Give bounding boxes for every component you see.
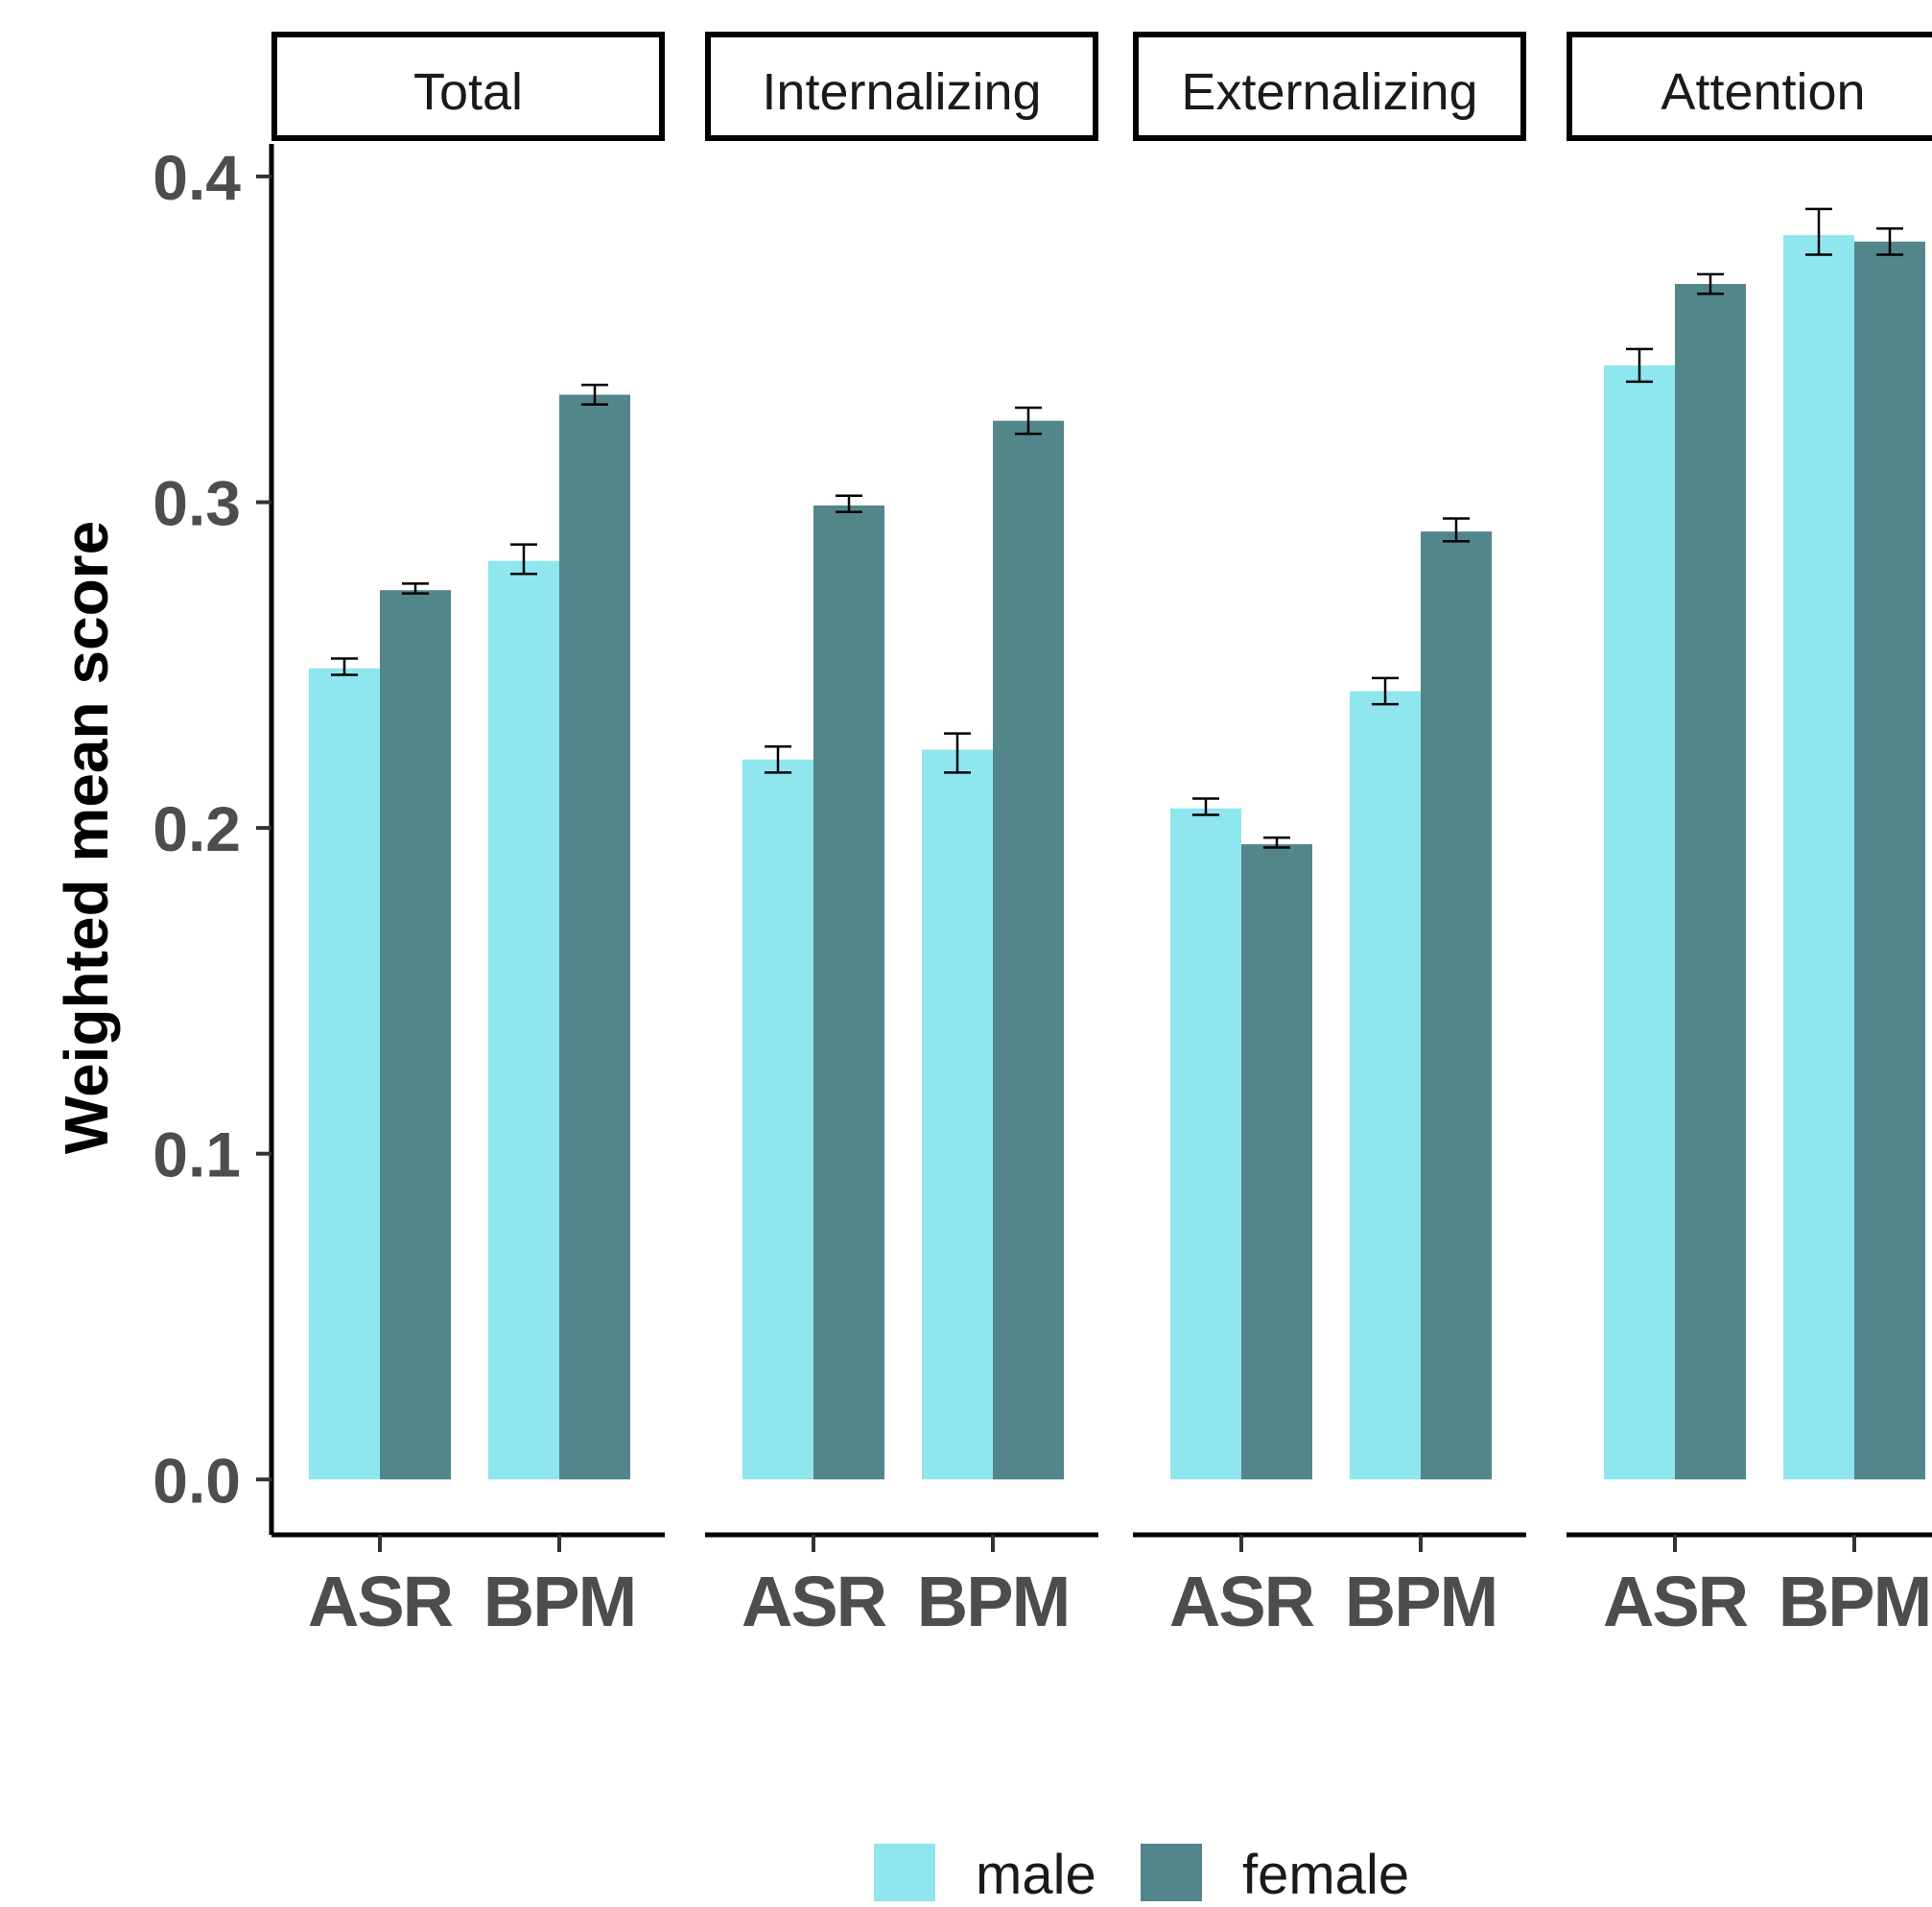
x-tick-label: ASR [742,1562,886,1641]
bar-male [1170,808,1241,1480]
legend-label-female: female [1242,1844,1409,1902]
bar-male [742,759,813,1480]
legend-key-male [874,1844,935,1901]
bar-male [1604,365,1675,1480]
x-tick-label: BPM [917,1562,1069,1641]
bar-male [1350,691,1421,1480]
facet-title: Attention [1661,63,1865,121]
facet-title: Internalizing [762,63,1041,121]
bar-male [488,560,559,1480]
bar-male [1783,235,1854,1480]
facet-strip [1567,32,1932,141]
x-tick-label: ASR [1169,1562,1314,1641]
bar-female [380,590,451,1480]
x-tick-label: ASR [1603,1562,1748,1641]
y-tick-label: 0.1 [153,1119,241,1190]
bar-male [922,749,993,1480]
x-tick-label: ASR [308,1562,453,1641]
facet-title: Externalizing [1181,63,1477,121]
x-tick-label: BPM [1779,1562,1930,1641]
bar-female [1241,844,1312,1480]
bar-female [813,505,884,1480]
legend-label-male: male [976,1844,1096,1902]
bar-female [1421,531,1492,1480]
bar-female [559,394,630,1480]
y-axis-label: Weighted mean score [52,521,121,1154]
bar-female [1854,241,1925,1480]
bar-female [1675,284,1746,1480]
facet-title: Total [413,63,523,121]
bar-male [309,668,380,1480]
y-tick-label: 0.0 [153,1445,241,1516]
bar-female [993,420,1064,1480]
facet-strip [271,32,665,141]
y-tick-label: 0.2 [153,793,241,864]
x-tick-label: BPM [483,1562,635,1641]
x-tick-label: BPM [1345,1562,1496,1641]
y-tick-label: 0.4 [153,142,241,213]
facet-strip [1133,32,1526,141]
facet-strip [705,32,1098,141]
y-tick-label: 0.3 [153,468,241,539]
legend-key-female [1141,1844,1202,1901]
